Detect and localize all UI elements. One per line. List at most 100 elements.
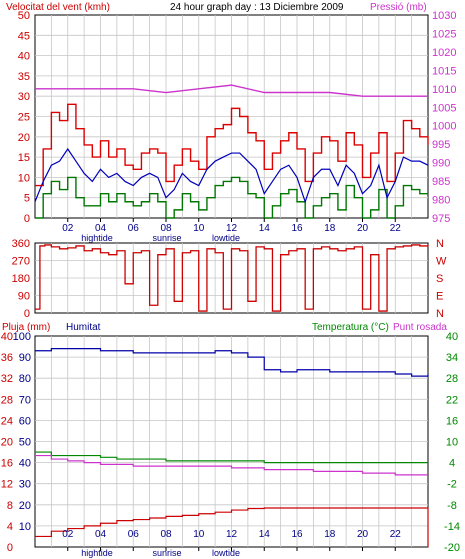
- temp-tick-28: 28: [446, 373, 458, 385]
- wind-tick-35: 35: [18, 71, 30, 83]
- compass-label-0: N: [436, 238, 444, 250]
- pressure-tick-995: 995: [432, 139, 450, 151]
- direction-tick-270: 270: [12, 256, 30, 268]
- direction-series: [35, 244, 429, 312]
- climate-hour-label-20: 20: [357, 529, 369, 540]
- direction-tick-360: 360: [12, 238, 30, 250]
- wind-event-sunrise: sunrise: [152, 233, 181, 243]
- wind-hour-label-04: 04: [95, 223, 107, 234]
- humidity-tick-60: 60: [19, 415, 31, 427]
- rain-tick-16: 16: [1, 458, 13, 470]
- climate-hour-label-16: 16: [291, 529, 303, 540]
- wind-hour-label-22: 22: [390, 223, 402, 234]
- humidity-tick-90: 90: [19, 352, 31, 364]
- direction-tick-0: 0: [24, 308, 30, 320]
- pressure-tick-1015: 1015: [432, 65, 456, 77]
- pressure-axis-title: Pressió (mb): [370, 2, 427, 13]
- wind-axis-title: Velocitat del vent (kmh): [6, 2, 110, 13]
- temp-tick-22: 22: [446, 394, 458, 406]
- rain-tick-32: 32: [1, 373, 13, 385]
- temp-tick-34: 34: [446, 352, 458, 364]
- rain-tick-12: 12: [1, 479, 13, 491]
- pressure-tick-985: 985: [432, 176, 450, 188]
- pressure-tick-980: 980: [432, 195, 450, 207]
- compass-label-4: N: [436, 308, 444, 320]
- pressure-tick-1000: 1000: [432, 121, 456, 133]
- wind-hour-label-12: 12: [226, 223, 238, 234]
- wind-tick-45: 45: [18, 30, 30, 42]
- rain-axis-title: Pluja (mm): [2, 322, 50, 333]
- dewpoint-axis-title: Punt rosada: [393, 322, 447, 333]
- compass-label-3: E: [436, 291, 443, 303]
- pressure-tick-1025: 1025: [432, 28, 456, 40]
- pressure-tick-1010: 1010: [432, 84, 456, 96]
- climate-hour-label-08: 08: [160, 529, 172, 540]
- panels: 5045403530252015105010301025102010151010…: [1, 10, 460, 558]
- climate-hour-label-14: 14: [259, 529, 271, 540]
- wind-series-average: [34, 147, 429, 204]
- wind-series-gust: [35, 103, 429, 187]
- pressure-tick-1030: 1030: [432, 10, 456, 22]
- humidity-tick-10: 10: [19, 521, 31, 533]
- wind-hour-label-10: 10: [193, 223, 205, 234]
- climate-hour-label-02: 02: [62, 529, 74, 540]
- wind-hour-label-06: 06: [128, 223, 140, 234]
- temp-tick-4: 4: [449, 458, 455, 470]
- rain-tick-4: 4: [7, 521, 13, 533]
- wind-tick-40: 40: [18, 51, 30, 63]
- pressure-tick-990: 990: [432, 158, 450, 170]
- compass-label-1: W: [436, 256, 447, 268]
- wind-tick-15: 15: [18, 152, 30, 164]
- climate-event-lowtide: lowtide: [212, 548, 240, 558]
- wind-tick-0: 0: [24, 213, 30, 225]
- wind-tick-20: 20: [18, 132, 30, 144]
- humidity-tick-20: 20: [19, 500, 31, 512]
- rain-tick-0: 0: [7, 542, 13, 554]
- rain-tick-20: 20: [1, 437, 13, 449]
- humidity-tick-80: 80: [19, 373, 31, 385]
- wind-tick-30: 30: [18, 91, 30, 103]
- compass-label-2: S: [436, 273, 443, 285]
- climate-series-plujamm: [35, 507, 428, 538]
- wind-event-hightide: hightide: [81, 233, 113, 243]
- climate-hour-label-06: 06: [128, 529, 140, 540]
- climate-event-sunrise: sunrise: [152, 548, 181, 558]
- temp-tick--20: -20: [444, 542, 460, 554]
- climate-hour-label-10: 10: [193, 529, 205, 540]
- wind-series-low: [35, 176, 428, 219]
- climate-series-puntrosada: [35, 454, 428, 476]
- rain-tick-8: 8: [7, 500, 13, 512]
- rain-tick-24: 24: [1, 415, 13, 427]
- humidity-tick-40: 40: [19, 458, 31, 470]
- wind-tick-25: 25: [18, 112, 30, 124]
- direction-tick-90: 90: [18, 291, 30, 303]
- temp-tick--2: -2: [447, 479, 457, 491]
- pressure-tick-1020: 1020: [432, 47, 456, 59]
- climate-hour-label-04: 04: [95, 529, 107, 540]
- climate-event-hightide: hightide: [81, 548, 113, 558]
- temp-tick-40: 40: [446, 331, 458, 343]
- climate-series-temperaturac: [35, 451, 428, 464]
- wind-hour-label-14: 14: [259, 223, 271, 234]
- climate-hour-label-18: 18: [324, 529, 336, 540]
- wind-series-pressimb: [35, 84, 428, 97]
- climate-series-humitat: [35, 348, 429, 377]
- wind-tick-10: 10: [18, 172, 30, 184]
- humidity-axis-title: Humitat: [66, 322, 101, 333]
- climate-hour-label-12: 12: [226, 529, 238, 540]
- pressure-tick-1005: 1005: [432, 102, 456, 114]
- temp-tick--14: -14: [444, 521, 460, 533]
- humidity-tick-100: 100: [13, 331, 31, 343]
- temp-tick-16: 16: [446, 415, 458, 427]
- wind-hour-label-18: 18: [324, 223, 336, 234]
- humidity-tick-70: 70: [19, 394, 31, 406]
- wind-tick-50: 50: [18, 10, 30, 22]
- wind-event-lowtide: lowtide: [212, 233, 240, 243]
- chart-title: 24 hour graph day : 13 Diciembre 2009: [170, 2, 344, 13]
- temp-tick-10: 10: [446, 437, 458, 449]
- wind-hour-label-20: 20: [357, 223, 369, 234]
- temperature-axis-title: Temperatura (°C): [312, 322, 389, 333]
- wind-tick-5: 5: [24, 193, 30, 205]
